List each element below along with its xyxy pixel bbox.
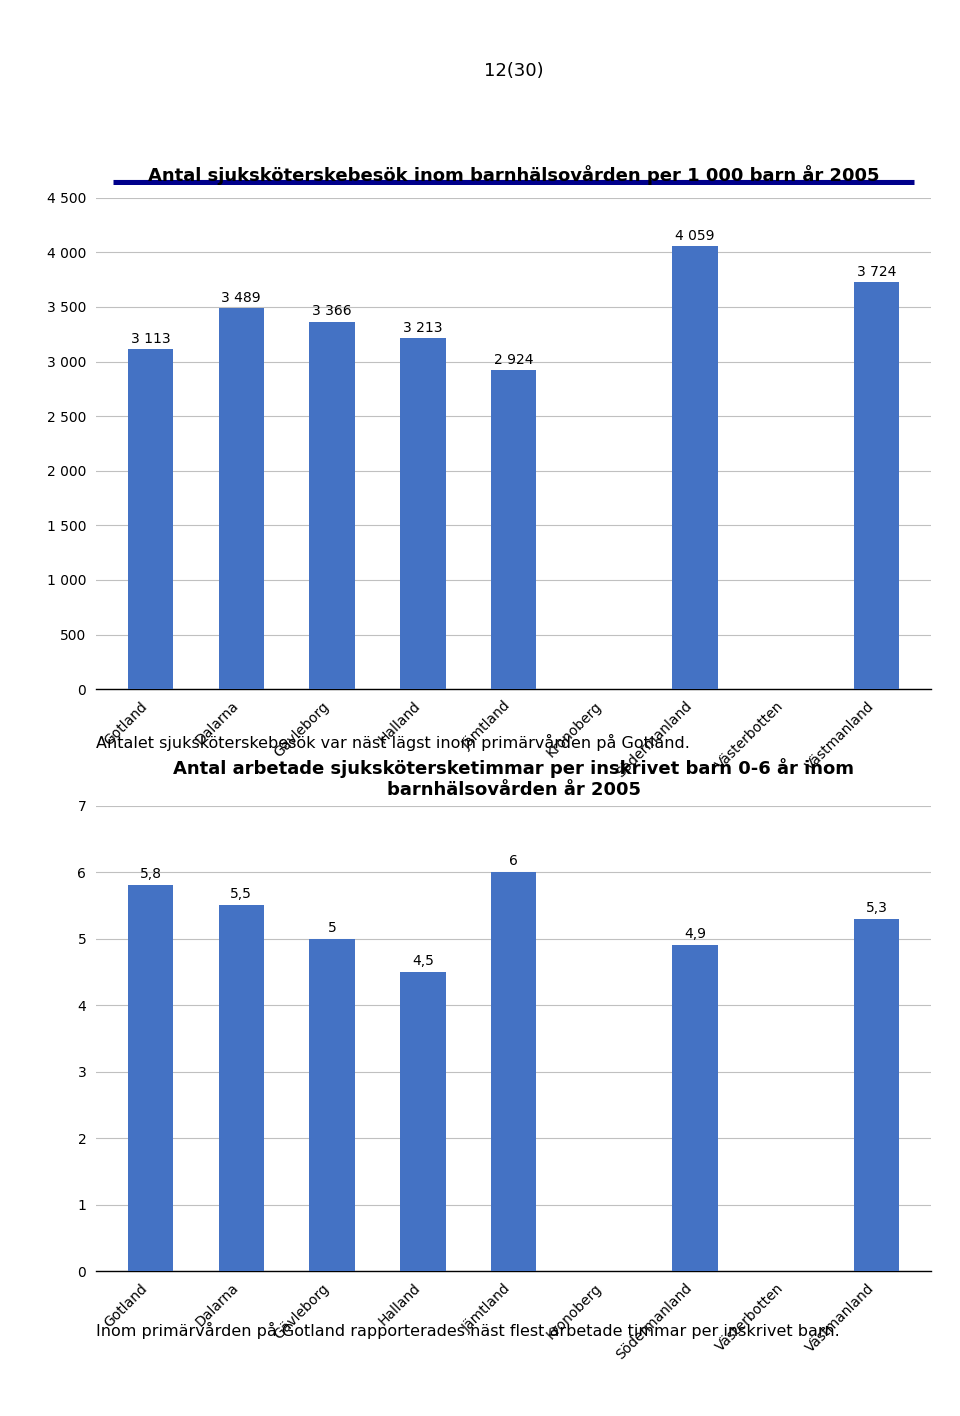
Bar — [219, 905, 264, 1272]
Bar — [219, 309, 264, 690]
Bar — [128, 885, 173, 1272]
Bar — [309, 321, 355, 690]
Text: 2 924: 2 924 — [493, 353, 534, 367]
Bar — [854, 282, 900, 690]
Bar — [672, 946, 718, 1272]
Text: 4,9: 4,9 — [684, 927, 707, 942]
Text: 5,3: 5,3 — [866, 901, 888, 915]
Bar — [128, 350, 173, 690]
Text: 4 059: 4 059 — [676, 228, 715, 242]
Bar — [400, 338, 445, 690]
Text: 4,5: 4,5 — [412, 954, 434, 969]
Text: 5,8: 5,8 — [139, 868, 161, 881]
Text: 12(30): 12(30) — [484, 62, 543, 79]
Text: Inom primärvården på Gotland rapporterades näst flest arbetade timmar per inskri: Inom primärvården på Gotland rapporterad… — [96, 1323, 840, 1340]
Bar — [400, 971, 445, 1272]
Text: 3 489: 3 489 — [222, 290, 261, 304]
Text: 3 113: 3 113 — [131, 331, 170, 346]
Bar — [491, 872, 537, 1272]
Bar — [854, 919, 900, 1272]
Title: Antal arbetade sjukskötersketimmar per inskrivet barn 0-6 år inom
barnhälsovårde: Antal arbetade sjukskötersketimmar per i… — [173, 758, 854, 799]
Text: 3 366: 3 366 — [312, 304, 352, 319]
Title: Antal sjuksköterskebesök inom barnhälsovården per 1 000 barn år 2005: Antal sjuksköterskebesök inom barnhälsov… — [148, 166, 879, 185]
Bar — [309, 939, 355, 1272]
Bar — [491, 370, 537, 690]
Text: 5,5: 5,5 — [230, 888, 252, 902]
Text: 5: 5 — [327, 920, 336, 935]
Text: 3 213: 3 213 — [403, 321, 443, 336]
Text: 3 724: 3 724 — [857, 265, 897, 279]
Text: 6: 6 — [509, 854, 518, 868]
Bar — [672, 246, 718, 690]
Text: Antalet sjuksköterskebesök var näst lägst inom primärvården på Gotland.: Antalet sjuksköterskebesök var näst lägs… — [96, 735, 690, 752]
